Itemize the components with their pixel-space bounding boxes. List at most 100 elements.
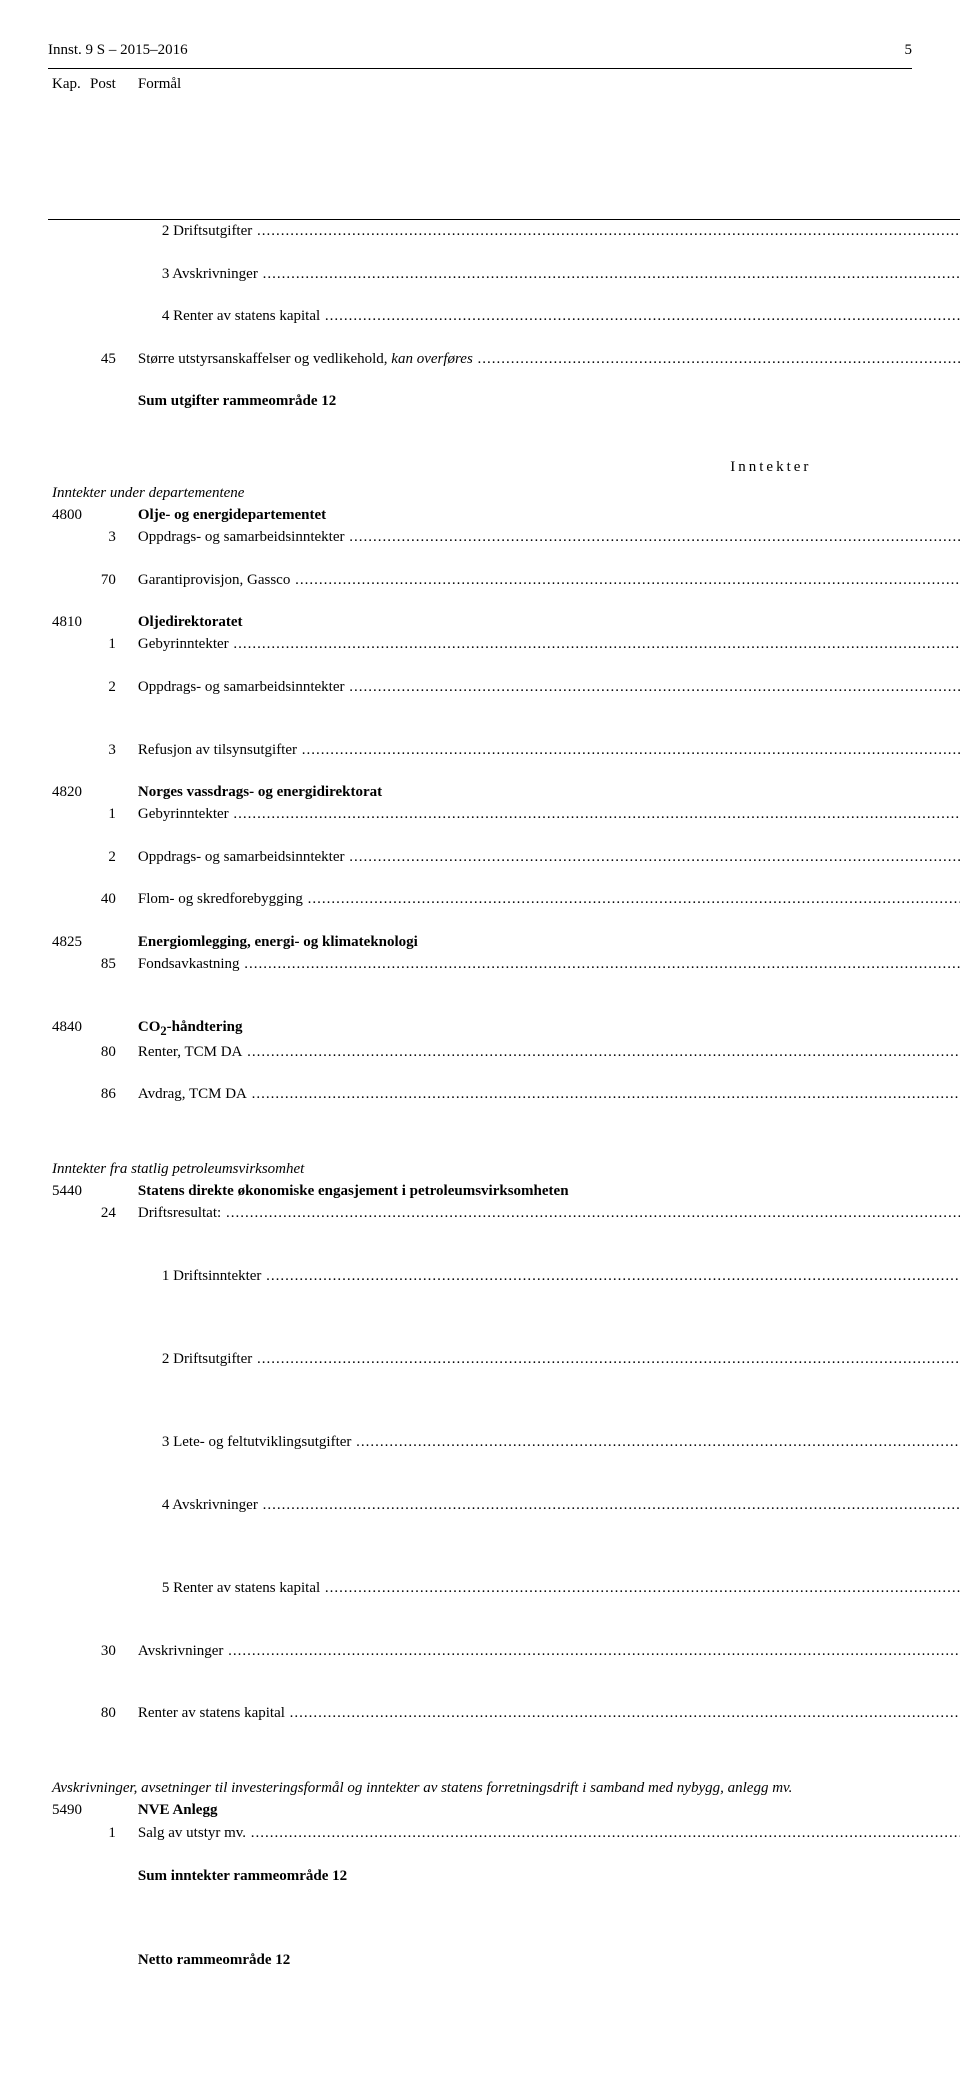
cell-post [86,1348,134,1431]
cell-kap [48,846,86,889]
budget-table: Kap. Post Formål Prop. 1 S med Tillegg 1… [48,73,960,2033]
cell-label: 2 Driftsutgifter [134,1348,960,1431]
table-row: 80Renter, TCM DA25 000 000 [48,1041,960,1084]
table-row: Sum utgifter rammeområde 1235 826 081 00… [48,390,960,453]
group-title: CO2-håndtering [134,1016,960,1041]
subheading-petro-row: Inntekter fra statlig petroleumsvirksomh… [48,1158,960,1180]
subscript: 2 [160,1024,166,1038]
cell-post: 40 [86,888,134,931]
cell-label: Garantiprovisjon, Gassco [134,569,960,612]
group-title: NVE Anlegg [134,1799,960,1821]
cell-kap [48,348,86,391]
cell-post [86,781,134,803]
label-text: Renter, TCM DA [138,1044,243,1060]
cell-label: Gebyrinntekter [134,633,960,676]
cell-kap: 4810 [48,611,86,633]
table-row: 2 Driftsutgifter63 700 000 [48,220,960,263]
cell-kap [48,1949,86,2033]
label-text: Avdrag, TCM DA [138,1086,247,1102]
cell-kap [48,220,86,263]
cell-kap [48,526,86,569]
label-text: 1 Driftsinntekter [162,1268,262,1284]
page-header: Innst. 9 S – 2015–2016 5 [48,40,912,60]
table-row: 1Salg av utstyr mv.200 000 [48,1822,960,1865]
table-row: 3Refusjon av tilsynsutgifter10 290 000 [48,739,960,782]
cell-kap [48,1431,86,1494]
cell-kap [48,1083,86,1146]
cell-kap [48,1822,86,1865]
label-text: Større utstyrsanskaffelser og vedlikehol… [138,351,388,367]
label-text: Oppdrags- og samarbeidsinntekter [138,849,345,865]
top-rule [48,68,912,69]
cell-label: Salg av utstyr mv. [134,1822,960,1865]
table-row: 3 Lete- og feltutviklingsutgifter-1 500 … [48,1431,960,1494]
cell-post [86,931,134,953]
cell-kap [48,1202,86,1265]
cell-kap [48,263,86,306]
cell-post: 1 [86,803,134,846]
cell-kap [48,953,86,1016]
doc-ref: Innst. 9 S – 2015–2016 [48,40,188,60]
table-row: 24Driftsresultat:92 200 000 000 [48,1202,960,1265]
sum-row: Sum inntekter rammeområde 12123 140 681 … [48,1865,960,1949]
group-title-row: 4800Olje- og energidepartementet [48,504,960,526]
cell-post: 3 [86,739,134,782]
group-title: Statens direkte økonomiske engasjement i… [134,1180,960,1202]
cell-kap [48,1702,86,1765]
label-text: Salg av utstyr mv. [138,1825,246,1841]
group-title-row: 5490NVE Anlegg [48,1799,960,1821]
cell-post [86,1265,134,1348]
label-text: Gebyrinntekter [138,636,229,652]
cell-post [86,263,134,306]
table-row: 70Garantiprovisjon, Gassco1 450 000 [48,569,960,612]
label-italic: kan overføres [388,351,473,367]
group-title-row: 4825Energiomlegging, energi- og klimatek… [48,931,960,953]
cell-label: 4 Renter av statens kapital [134,305,960,348]
cell-post [86,504,134,526]
label-text: Fondsavkastning [138,956,240,972]
cell-label: Oppdrags- og samarbeidsinntekter [134,676,960,739]
table-row: 5 Renter av statens kapital-4 000 000 00… [48,1577,960,1640]
label-text: Garantiprovisjon, Gassco [138,572,290,588]
table-row: 2Oppdrags- og samarbeidsinntekter88 929 … [48,846,960,889]
group-title: Olje- og energidepartementet [134,504,960,526]
sum-label: Netto rammeområde 12 [134,1949,960,2033]
label-text: Gebyrinntekter [138,806,229,822]
group-title: Oljedirektoratet [134,611,960,633]
cell-post: 3 [86,526,134,569]
th-formal: Formål [134,73,960,219]
label-text: 4 Renter av statens kapital [162,308,320,324]
cell-kap [48,1577,86,1640]
cell-label: Større utstyrsanskaffelser og vedlikehol… [134,348,960,391]
label-text: 5 Renter av statens kapital [162,1580,320,1596]
cell-post [86,1865,134,1949]
table-row: 3 Avskrivninger4 000 000 [48,263,960,306]
cell-kap [48,1348,86,1431]
cell-post [86,1577,134,1640]
cell-post [86,220,134,263]
cell-kap [48,739,86,782]
cell-post [86,1180,134,1202]
group-title-row: 4840CO2-håndtering [48,1016,960,1041]
cell-label: Refusjon av tilsynsutgifter [134,739,960,782]
page-number: 5 [905,40,913,60]
group-title-row: 5440Statens direkte økonomiske engasjeme… [48,1180,960,1202]
cell-kap [48,1265,86,1348]
sum-label: Sum inntekter rammeområde 12 [134,1865,960,1949]
group-title-row: 4810 Oljedirektoratet [48,611,960,633]
cell-label: Sum utgifter rammeområde 12 [134,390,960,453]
cell-kap [48,390,86,453]
cell-post: 80 [86,1041,134,1084]
cell-post [86,1949,134,2033]
cell-kap [48,1041,86,1084]
cell-label: 2 Driftsutgifter [134,220,960,263]
cell-label: 4 Avskrivninger [134,1494,960,1577]
subheading-petro: Inntekter fra statlig petroleumsvirksomh… [48,1158,960,1180]
cell-post: 86 [86,1083,134,1146]
cell-post: 1 [86,633,134,676]
table-row: 45Større utstyrsanskaffelser og vedlikeh… [48,348,960,391]
table-row: 1Gebyrinntekter15 354 000 [48,633,960,676]
cell-post: 45 [86,348,134,391]
cell-post: 70 [86,569,134,612]
label-text: Renter av statens kapital [138,1705,285,1721]
